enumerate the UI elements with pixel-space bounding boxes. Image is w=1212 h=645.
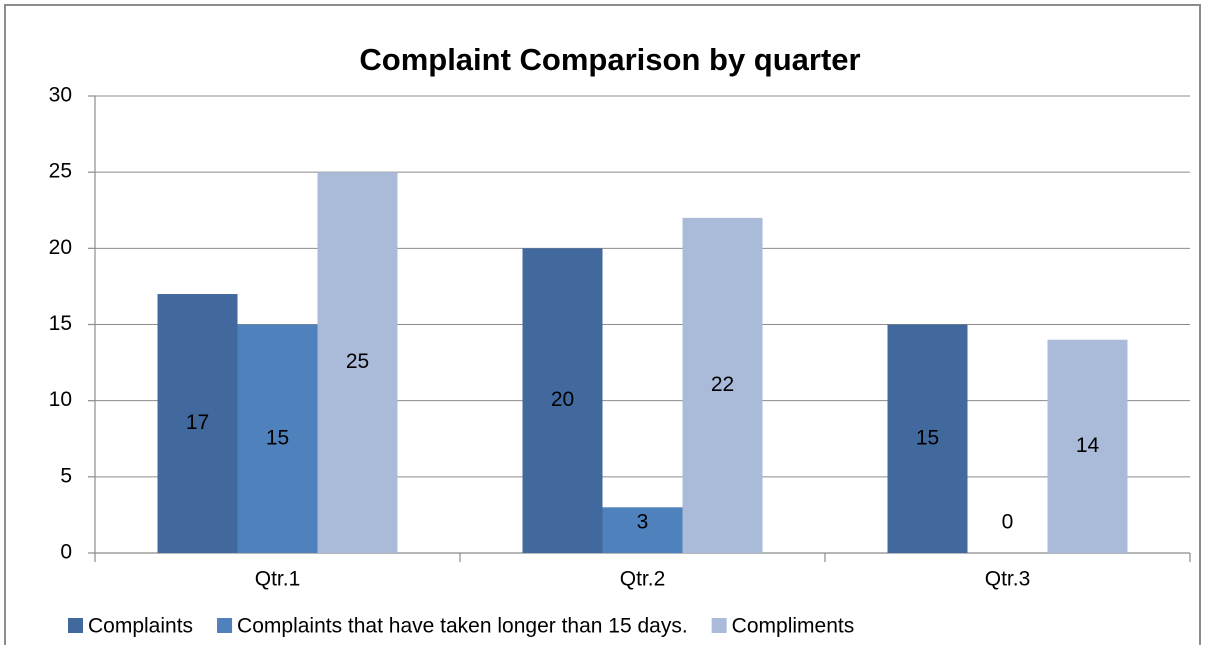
bar xyxy=(682,217,763,553)
bar xyxy=(317,172,398,553)
y-tick-label: 20 xyxy=(49,236,72,259)
legend-swatch xyxy=(217,618,233,633)
data-label: 22 xyxy=(711,373,734,396)
x-tick-label: Qtr.3 xyxy=(985,568,1031,591)
data-label: 20 xyxy=(551,388,574,411)
data-label: 15 xyxy=(916,426,939,449)
data-label: 14 xyxy=(1076,434,1100,457)
bar xyxy=(1047,339,1128,553)
y-tick-label: 30 xyxy=(49,84,72,107)
y-tick-label: 0 xyxy=(60,541,72,564)
legend-label: Complaints xyxy=(88,615,193,638)
bar xyxy=(602,507,683,553)
data-label: 15 xyxy=(266,426,289,449)
legend-label: Complaints that have taken longer than 1… xyxy=(237,615,688,638)
chart-frame xyxy=(4,4,1201,645)
chart-title: Complaint Comparison by quarter xyxy=(359,42,860,77)
legend-label: Compliments xyxy=(732,615,855,638)
x-tick-label: Qtr.2 xyxy=(620,568,666,591)
bar xyxy=(237,324,318,553)
data-label: 25 xyxy=(346,350,369,373)
x-tick-label: Qtr.1 xyxy=(255,568,301,591)
y-tick-label: 5 xyxy=(60,464,72,487)
y-tick-label: 10 xyxy=(49,388,72,411)
bar xyxy=(887,324,968,553)
legend-swatch xyxy=(711,618,727,633)
data-label: 0 xyxy=(1002,511,1014,534)
data-label: 3 xyxy=(637,511,649,534)
data-label: 17 xyxy=(186,411,209,434)
legend-swatch xyxy=(68,618,83,633)
y-tick-label: 15 xyxy=(49,312,72,335)
y-tick-label: 25 xyxy=(49,160,72,183)
bar xyxy=(157,294,238,553)
bar xyxy=(522,248,603,554)
